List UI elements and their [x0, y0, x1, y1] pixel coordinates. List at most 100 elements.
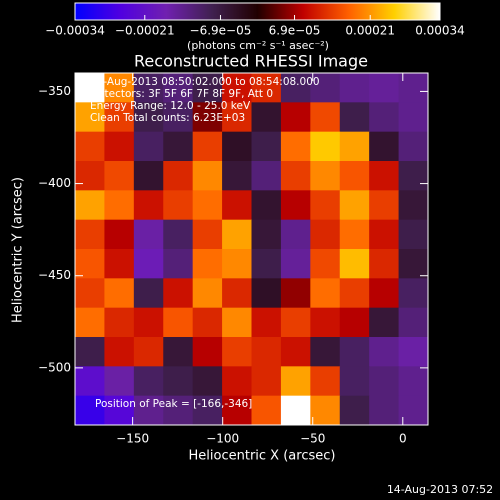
heatmap-cell — [192, 278, 223, 309]
heatmap-cell — [75, 278, 105, 309]
heatmap-cell — [133, 249, 164, 279]
heatmap-cell — [398, 278, 429, 309]
y-tick-label: −450 — [38, 268, 71, 282]
heatmap-cell — [163, 337, 194, 367]
heatmap-cell — [163, 190, 194, 221]
heatmap-cell — [75, 73, 105, 103]
heatmap-cell — [310, 249, 341, 279]
heatmap-cell — [163, 278, 194, 309]
heatmap-cell — [192, 102, 223, 133]
heatmap-cell — [163, 307, 194, 338]
heatmap-cell — [280, 337, 311, 367]
heatmap-cell — [133, 366, 164, 397]
heatmap-cell — [163, 102, 194, 133]
heatmap-cell — [369, 249, 400, 279]
heatmap-cell — [133, 102, 164, 133]
heatmap-cell — [222, 102, 252, 133]
heatmap-cell — [75, 366, 105, 397]
heatmap-cell — [133, 278, 164, 309]
heatmap-cell — [251, 131, 282, 162]
heatmap-cell — [163, 73, 194, 103]
colorbar-tick-label: −0.00021 — [115, 24, 175, 38]
heatmap-cell — [133, 161, 164, 191]
heatmap-cell — [369, 102, 400, 133]
heatmap-cell — [222, 190, 252, 221]
heatmap-cell — [133, 73, 164, 103]
heatmap-cell — [251, 278, 282, 309]
heatmap-cell — [310, 190, 341, 221]
info-line: Detectors: 3F 5F 6F 7F 8F 9F, Att 0 — [90, 88, 273, 100]
heatmap-cell — [104, 366, 135, 397]
heatmap-cell — [398, 73, 429, 103]
heatmap-cell — [398, 307, 429, 338]
x-tick-label: −100 — [206, 432, 239, 446]
heatmap-cell — [251, 307, 282, 338]
x-tick-label: −50 — [300, 432, 325, 446]
annotation: Position of Peak = [-166,-346] — [95, 398, 252, 410]
heatmap-cell — [104, 190, 135, 221]
heatmap-cell — [75, 307, 105, 338]
heatmap-cell — [369, 278, 400, 309]
heatmap-cell — [280, 249, 311, 279]
heatmap-cell — [192, 190, 223, 221]
heatmap-cell — [369, 337, 400, 367]
heatmap-cell — [104, 395, 135, 426]
heatmap-cell — [310, 337, 341, 367]
heatmap-cell — [398, 337, 429, 367]
heatmap-cell — [310, 366, 341, 397]
heatmap-cell — [192, 337, 223, 367]
colorbar-tick-label: 0.00021 — [345, 24, 395, 38]
info-line: 14-Aug-2013 08:50:02.000 to 08:54:08.000 — [90, 76, 320, 88]
heatmap-cell — [192, 73, 223, 103]
heatmap-cell — [310, 307, 341, 338]
heatmap-cell — [339, 219, 370, 250]
heatmap-cell — [251, 395, 282, 426]
heatmap-cell — [369, 190, 400, 221]
heatmap-cell — [104, 73, 135, 103]
colorbar-tick-label: −6.9e−05 — [190, 24, 252, 38]
heatmap-cell — [75, 131, 105, 162]
heatmap-cell — [192, 395, 223, 426]
heatmap-cell — [398, 366, 429, 397]
heatmap-cell — [192, 219, 223, 250]
y-tick-label: −400 — [38, 176, 71, 190]
heatmap-cell — [280, 395, 311, 426]
colorbar-label: (photons cm⁻² s⁻¹ asec⁻²) — [187, 39, 329, 52]
heatmap-cell — [222, 366, 252, 397]
heatmap-cell — [310, 131, 341, 162]
heatmap-cell — [339, 307, 370, 338]
heatmap-cell — [222, 219, 252, 250]
heatmap-cell — [75, 337, 105, 367]
timestamp: 14-Aug-2013 07:52 — [387, 483, 493, 496]
heatmap-cell — [192, 131, 223, 162]
heatmap-cell — [251, 366, 282, 397]
heatmap-cell — [280, 190, 311, 221]
heatmap-cell — [339, 190, 370, 221]
heatmap-cell — [251, 102, 282, 133]
heatmap-cell — [310, 219, 341, 250]
colorbar — [74, 2, 441, 21]
heatmap-cell — [133, 131, 164, 162]
heatmap-cell — [280, 278, 311, 309]
heatmap-cell — [339, 161, 370, 191]
chart-title: Reconstructed RHESSI Image — [134, 52, 368, 71]
heatmap-cell — [310, 161, 341, 191]
heatmap-cell — [339, 131, 370, 162]
heatmap-cell — [280, 131, 311, 162]
y-tick-label: −500 — [38, 360, 71, 374]
heatmap-cell — [75, 249, 105, 279]
heatmap-cell — [192, 161, 223, 191]
x-tick-label: 0 — [399, 432, 407, 446]
heatmap-cell — [251, 161, 282, 191]
heatmap-cell — [104, 102, 135, 133]
heatmap — [75, 73, 429, 426]
heatmap-cell — [133, 307, 164, 338]
heatmap-cell — [369, 131, 400, 162]
heatmap-cell — [339, 249, 370, 279]
heatmap-cell — [339, 73, 370, 103]
heatmap-cell — [398, 190, 429, 221]
heatmap-cell — [310, 73, 341, 103]
heatmap-cell — [280, 219, 311, 250]
heatmap-cell — [133, 337, 164, 367]
